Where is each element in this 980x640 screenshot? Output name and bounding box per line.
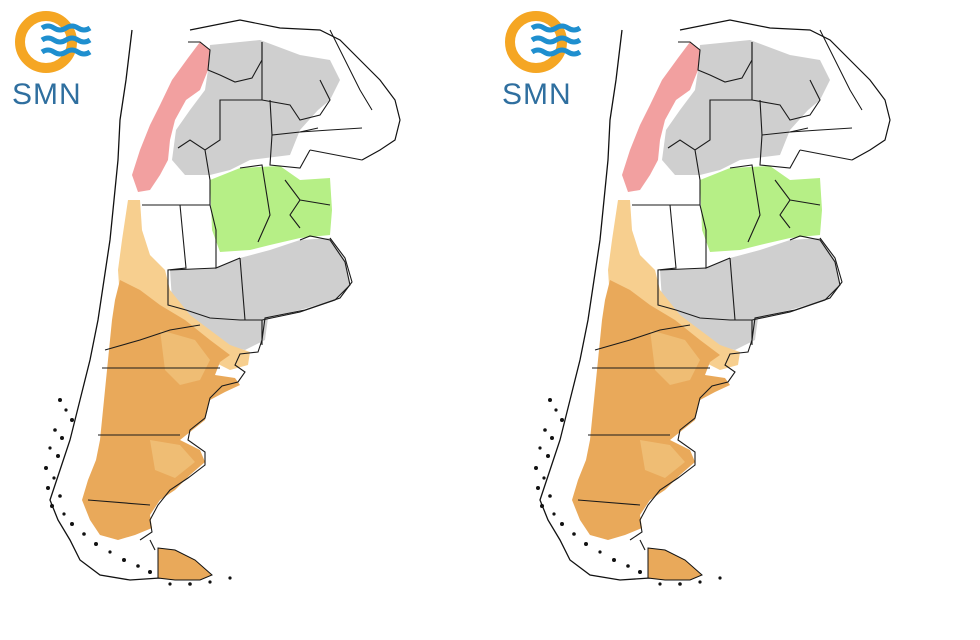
smn-logo-right: SMN: [502, 8, 582, 112]
map-panel-left: SMN: [12, 8, 401, 587]
smn-logo-icon: [505, 11, 582, 73]
map-panel-right: SMN: [490, 0, 980, 640]
smn-logo-text: SMN: [12, 78, 82, 111]
smn-logo-text: SMN: [502, 78, 572, 111]
smn-logo-icon: [15, 11, 92, 73]
smn-logo-left: SMN: [12, 8, 92, 112]
